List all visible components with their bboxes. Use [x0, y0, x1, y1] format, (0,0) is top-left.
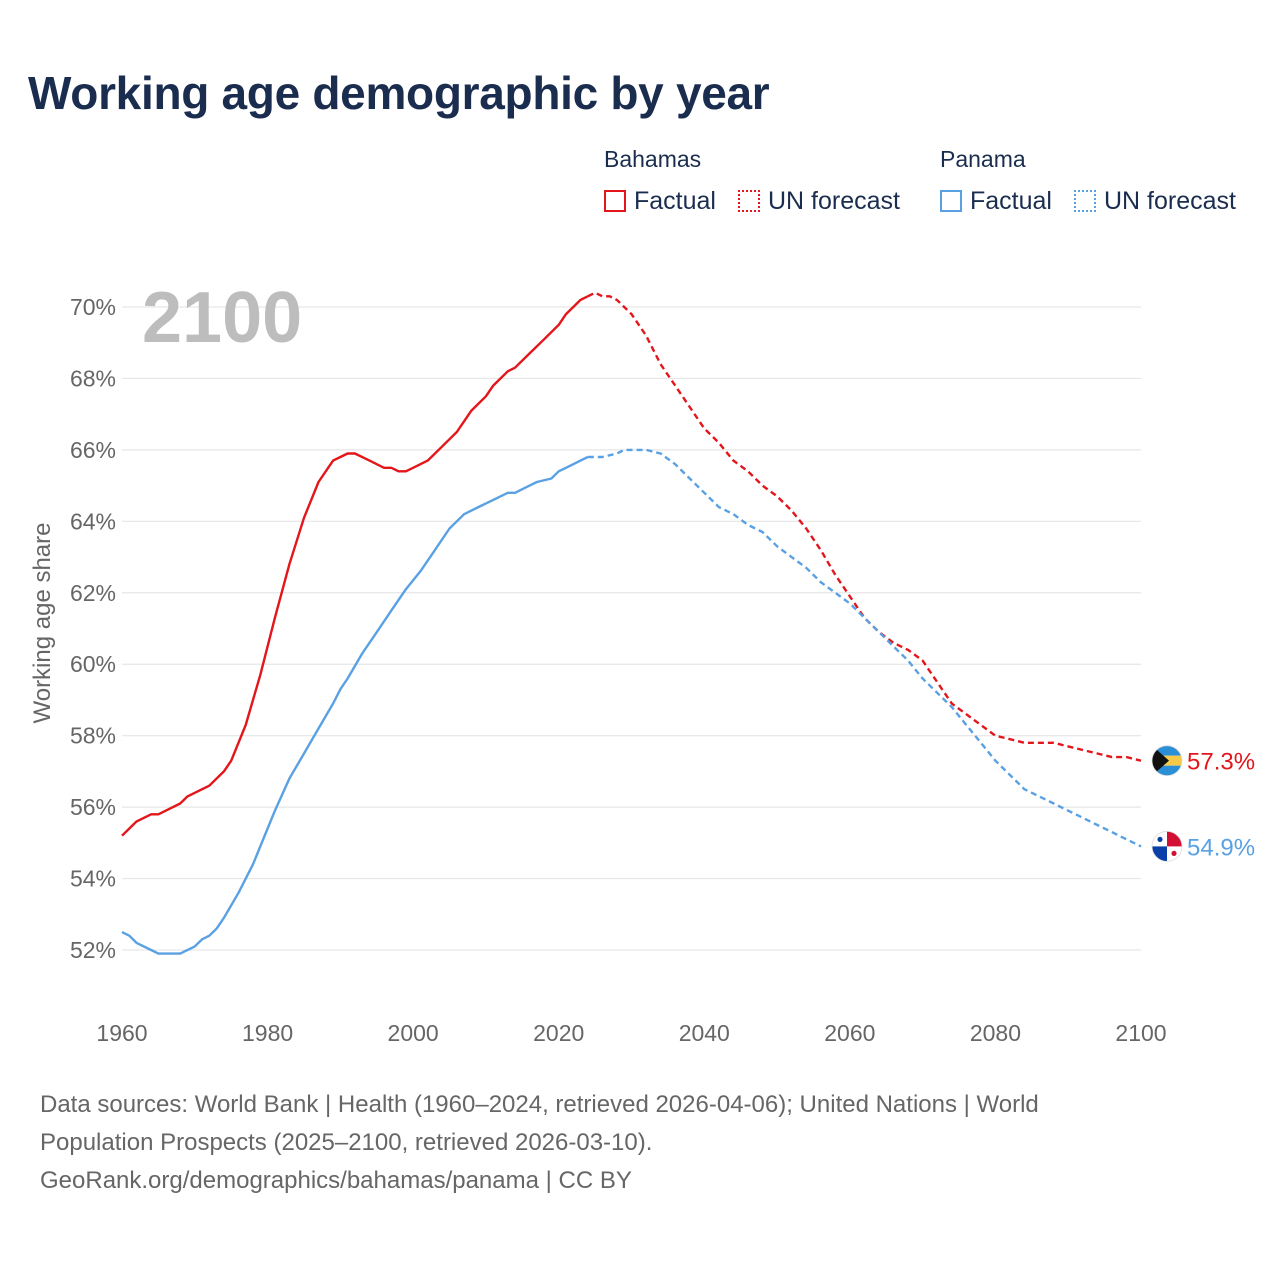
legend-country-panama: Panama — [940, 146, 1026, 172]
legend-panama-factual[interactable]: Factual — [940, 186, 1052, 216]
series-line-bahamas-forecast[interactable] — [587, 291, 1142, 762]
legend-panama-forecast[interactable]: UN forecast — [1074, 186, 1236, 216]
source-url: GeoRank.org/demographics/bahamas/panama … — [40, 1167, 632, 1194]
legend-label: Factual — [634, 186, 716, 215]
legend-label: Factual — [970, 186, 1052, 215]
bahamas-flag-icon — [1151, 745, 1183, 777]
y-tick-label: 66% — [70, 437, 116, 463]
x-tick-label: 2020 — [533, 1020, 584, 1046]
series-lines — [121, 291, 1142, 955]
swatch-dotted-blue — [1074, 190, 1096, 212]
x-axis-ticks: 1960 1980 2000 2020 2040 2060 2080 2100 — [96, 1020, 1166, 1046]
y-tick-label: 64% — [70, 508, 116, 534]
footer: Data sources: World Bank | Health (1960–… — [40, 1086, 1220, 1200]
y-tick-label: 70% — [70, 294, 116, 320]
end-value-label-panama: 54.9% — [1187, 834, 1255, 861]
line-chart: 52% 54% 56% 58% 60% 62% 64% 66% 68% 70% 1960 1980 2… — [29, 278, 1255, 1046]
x-tick-label: 2060 — [824, 1020, 875, 1046]
grid-lines — [122, 306, 1141, 951]
x-tick-label: 2000 — [388, 1020, 439, 1046]
year-badge: 2100 — [142, 278, 302, 358]
y-tick-label: 68% — [70, 365, 116, 391]
end-markers: 57.3% 54.9% — [1151, 745, 1255, 862]
legend-bahamas-factual[interactable]: Factual — [604, 186, 716, 216]
series-line-panama-forecast[interactable] — [587, 448, 1142, 848]
series-line-panama-factual[interactable] — [121, 455, 589, 955]
panama-flag-icon — [1151, 831, 1183, 862]
y-tick-label: 62% — [70, 580, 116, 606]
source-line-2: Population Prospects (2025–2100, retriev… — [40, 1129, 653, 1156]
x-tick-label: 1960 — [96, 1020, 147, 1046]
source-line-1: Data sources: World Bank | Health (1960–… — [40, 1091, 1039, 1118]
swatch-dotted-red — [738, 190, 760, 212]
x-tick-label: 2100 — [1115, 1020, 1166, 1046]
x-tick-label: 2040 — [679, 1020, 730, 1046]
y-axis-ticks: 52% 54% 56% 58% 60% 62% 64% 66% 68% 70% — [70, 294, 116, 963]
legend-label: UN forecast — [1104, 186, 1236, 215]
y-tick-label: 52% — [70, 937, 116, 963]
end-value-label-bahamas: 57.3% — [1187, 749, 1255, 776]
y-tick-label: 58% — [70, 723, 116, 749]
legend-label: UN forecast — [768, 186, 900, 215]
swatch-solid-blue — [940, 190, 962, 212]
page-title: Working age demographic by year — [28, 67, 770, 119]
swatch-solid-red — [604, 190, 626, 212]
legend-country-bahamas: Bahamas — [604, 146, 702, 172]
y-axis-label: Working age share — [29, 523, 56, 724]
y-tick-label: 56% — [70, 794, 116, 820]
series-line-bahamas-factual[interactable] — [121, 295, 589, 837]
x-tick-label: 1980 — [242, 1020, 293, 1046]
legend-bahamas-forecast[interactable]: UN forecast — [738, 186, 900, 216]
y-tick-label: 60% — [70, 651, 116, 677]
y-tick-label: 54% — [70, 866, 116, 892]
x-tick-label: 2080 — [970, 1020, 1021, 1046]
